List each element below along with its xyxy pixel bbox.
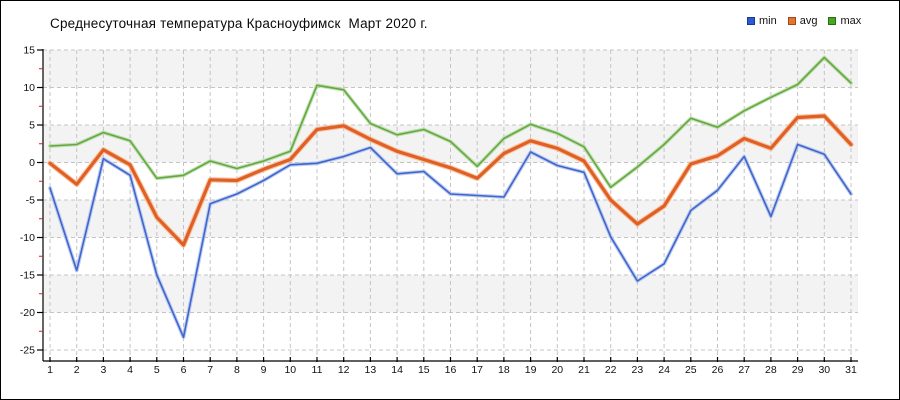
svg-text:3: 3 <box>100 364 106 376</box>
svg-text:9: 9 <box>261 364 267 376</box>
legend-label-max: max <box>840 15 862 27</box>
svg-text:15: 15 <box>23 45 35 57</box>
svg-text:18: 18 <box>498 364 510 376</box>
max-series-swatch-icon <box>828 17 837 25</box>
svg-text:4: 4 <box>127 364 133 376</box>
svg-text:5: 5 <box>154 364 160 376</box>
svg-text:-10: -10 <box>20 232 35 244</box>
svg-text:0: 0 <box>29 157 35 169</box>
svg-text:23: 23 <box>632 364 644 376</box>
svg-text:19: 19 <box>525 364 537 376</box>
svg-text:21: 21 <box>578 364 590 376</box>
svg-text:12: 12 <box>338 364 350 376</box>
legend-item-min[interactable]: min <box>747 15 777 27</box>
svg-text:2: 2 <box>74 364 80 376</box>
svg-text:22: 22 <box>605 364 617 376</box>
svg-text:16: 16 <box>445 364 457 376</box>
svg-text:10: 10 <box>23 82 35 94</box>
legend-item-avg[interactable]: avg <box>787 15 818 27</box>
svg-text:7: 7 <box>207 364 213 376</box>
svg-text:-5: -5 <box>26 195 35 207</box>
svg-text:6: 6 <box>181 364 187 376</box>
svg-text:-25: -25 <box>20 345 35 357</box>
avg-series-swatch-icon <box>787 17 796 25</box>
min-series-swatch-icon <box>747 17 755 25</box>
svg-text:13: 13 <box>365 364 377 376</box>
legend-label-min: min <box>759 15 777 27</box>
svg-text:30: 30 <box>818 364 830 376</box>
svg-text:10: 10 <box>284 364 296 376</box>
page-title: Среднесуточная температура Красноуфимск … <box>50 16 428 31</box>
svg-text:1: 1 <box>47 364 53 376</box>
svg-text:5: 5 <box>29 120 35 132</box>
svg-text:17: 17 <box>471 364 483 376</box>
svg-text:11: 11 <box>312 364 323 376</box>
svg-text:24: 24 <box>658 364 670 376</box>
svg-text:20: 20 <box>551 364 563 376</box>
svg-text:25: 25 <box>685 364 697 376</box>
svg-text:-15: -15 <box>20 270 35 282</box>
svg-text:31: 31 <box>845 364 857 376</box>
svg-text:-20: -20 <box>20 307 35 319</box>
legend: min avg max <box>747 15 861 27</box>
svg-text:14: 14 <box>391 364 403 376</box>
svg-text:29: 29 <box>792 364 804 376</box>
svg-text:26: 26 <box>712 364 724 376</box>
svg-text:15: 15 <box>418 364 430 376</box>
svg-text:27: 27 <box>738 364 750 376</box>
legend-label-avg: avg <box>799 15 818 27</box>
svg-text:28: 28 <box>765 364 777 376</box>
svg-text:8: 8 <box>234 364 240 376</box>
legend-item-max[interactable]: max <box>828 15 861 27</box>
